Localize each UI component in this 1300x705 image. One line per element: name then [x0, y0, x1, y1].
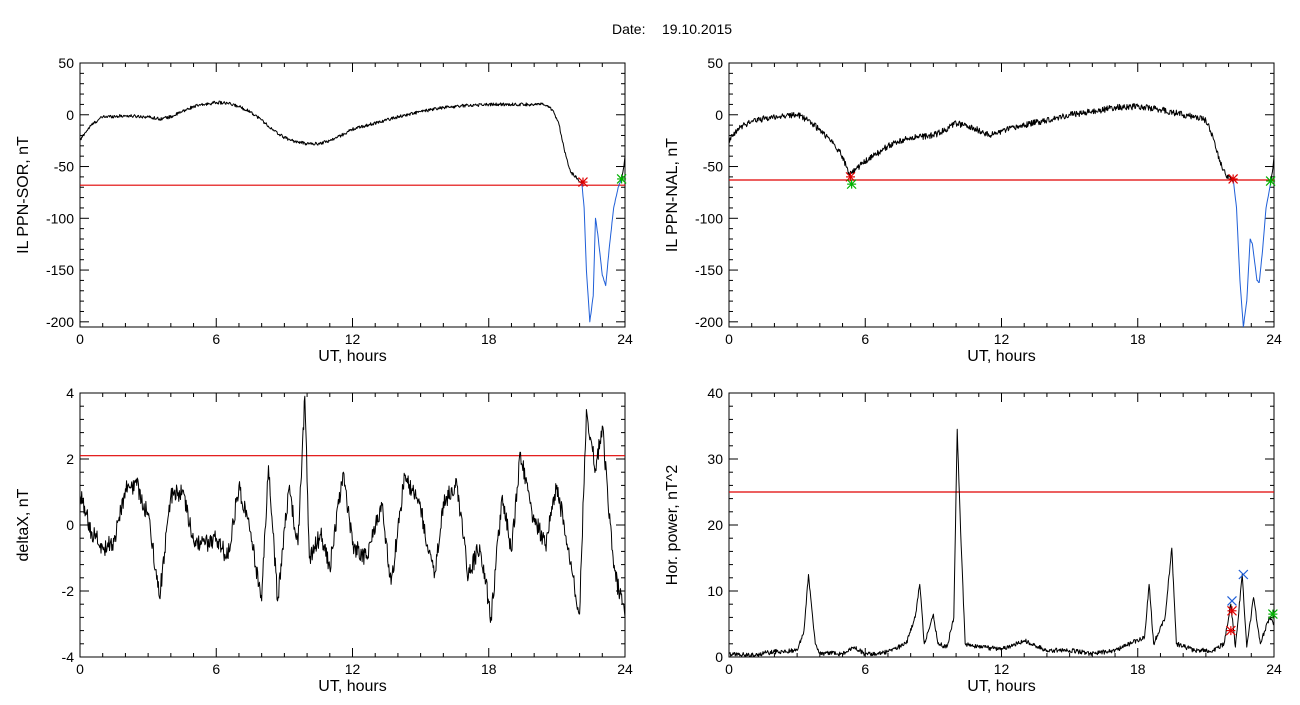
star-marker	[616, 174, 627, 184]
x-tick-label: 12	[994, 661, 1010, 677]
x-tick-label: 18	[481, 661, 497, 677]
plot-area	[80, 100, 625, 323]
y-axis-label: IL PPN-SOR, nT	[15, 136, 32, 254]
series-line-0	[729, 428, 1274, 657]
panel-il-nal: 0 6 12 18 24 -200 -150 -100 -50 0 50 UT, hours IL PP…	[664, 55, 1282, 365]
cross-marker	[1227, 595, 1237, 606]
y-tick-label: 50	[58, 55, 74, 71]
plot-area	[729, 428, 1274, 657]
y-tick-label: 40	[707, 385, 723, 401]
y-tick-label: -200	[695, 314, 723, 330]
x-tick-label: 6	[861, 661, 869, 677]
plot-frame	[728, 392, 1275, 658]
x-axis-label: UT, hours	[318, 678, 386, 695]
series-line-1	[581, 178, 623, 323]
x-tick-label: 6	[212, 331, 220, 347]
y-tick-label: -4	[62, 649, 75, 665]
panel-hor-power: 0 6 12 18 24 0 10 20 30 40 UT, hours Hor. power, nT…	[664, 385, 1282, 695]
star-marker	[846, 179, 857, 190]
y-tick-label: 0	[66, 517, 74, 533]
y-tick-label: 50	[707, 55, 723, 71]
x-tick-label: 0	[725, 331, 733, 347]
x-tick-label: 0	[76, 331, 84, 347]
plot-frame	[79, 62, 626, 328]
star-marker	[1267, 609, 1278, 620]
star-marker	[1225, 625, 1236, 636]
x-tick-label: 24	[617, 661, 633, 677]
x-axis-label: UT, hours	[967, 678, 1035, 695]
y-axis-label: deltaX, nT	[15, 488, 32, 561]
y-tick-label: -100	[695, 210, 723, 226]
panel-il-sor: 0 6 12 18 24 -200 -150 -100 -50 0 50 UT, hours IL PP…	[15, 55, 633, 365]
x-tick-label: 12	[345, 331, 361, 347]
y-tick-label: -150	[695, 262, 723, 278]
series-line-0	[729, 103, 1234, 182]
plot-frame	[79, 392, 626, 658]
x-tick-label: 0	[725, 661, 733, 677]
x-tick-label: 12	[345, 661, 361, 677]
y-tick-label: -2	[62, 583, 75, 599]
y-tick-label: -200	[46, 314, 74, 330]
plot-frame	[728, 62, 1275, 328]
x-axis-label: UT, hours	[967, 348, 1035, 365]
y-tick-label: -50	[54, 159, 74, 175]
x-tick-label: 0	[76, 661, 84, 677]
x-tick-label: 24	[617, 331, 633, 347]
y-axis-label: IL PPN-NAL, nT	[664, 138, 681, 252]
series-line-1	[1232, 178, 1272, 327]
plot-area	[80, 395, 625, 623]
x-tick-label: 12	[994, 331, 1010, 347]
date-label: Date:	[612, 21, 645, 37]
y-tick-label: 0	[66, 107, 74, 123]
y-axis-label: Hor. power, nT^2	[664, 465, 681, 586]
series-line-0	[80, 100, 583, 184]
star-marker	[1228, 174, 1239, 184]
x-tick-label: 24	[1266, 661, 1282, 677]
y-tick-label: -100	[46, 210, 74, 226]
star-marker	[578, 177, 588, 187]
y-tick-label: 10	[707, 583, 723, 599]
date-value: 19.10.2015	[662, 21, 732, 37]
y-tick-label: 30	[707, 451, 723, 467]
y-tick-label: 0	[715, 107, 723, 123]
y-tick-label: 0	[715, 649, 723, 665]
star-marker	[1227, 605, 1237, 616]
x-tick-label: 24	[1266, 331, 1282, 347]
x-axis-label: UT, hours	[318, 348, 386, 365]
x-tick-label: 18	[1130, 331, 1146, 347]
plot-area	[729, 103, 1274, 327]
y-tick-label: 2	[66, 451, 74, 467]
y-tick-label: 20	[707, 517, 723, 533]
x-tick-label: 18	[481, 331, 497, 347]
star-marker	[1265, 176, 1276, 186]
y-tick-label: -150	[46, 262, 74, 278]
x-tick-label: 6	[861, 331, 869, 347]
x-tick-label: 18	[1130, 661, 1146, 677]
x-tick-label: 6	[212, 661, 220, 677]
y-tick-label: -50	[703, 159, 723, 175]
y-tick-label: 4	[66, 385, 74, 401]
cross-marker	[1238, 569, 1249, 580]
series-line-0	[80, 395, 625, 623]
